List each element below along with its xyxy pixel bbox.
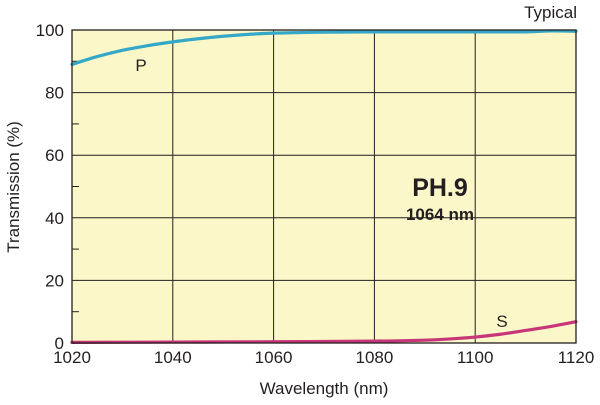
series-line-p [70,29,578,67]
grid [72,30,576,343]
tick-labels: 1020 1040 1060 1080 1100 1120 0 20 40 60 80 100 [36,21,595,367]
x-tick-label-1060: 1060 [255,348,293,367]
y-tick-label-60: 60 [45,146,64,165]
series-line-s [70,320,578,344]
x-tick-label-1120: 1120 [558,348,595,367]
series-label-p: P [135,56,146,75]
annotation-title: PH.9 [412,174,468,202]
x-tick-label-1100: 1100 [457,348,494,367]
typical-note: Typical [524,3,577,22]
y-tick-label-100: 100 [36,21,64,40]
plot-area [72,30,576,343]
series-layer [70,29,578,344]
y-tick-label-40: 40 [45,209,64,228]
y-tick-label-20: 20 [45,271,64,290]
x-axis-title: Wavelength (nm) [260,379,389,398]
y-tick-label-80: 80 [45,84,64,103]
y-tick-label-0: 0 [55,334,64,353]
annotation-subtitle: 1064 nm [406,205,474,224]
plot-frame [71,29,577,344]
x-tick-label-1040: 1040 [154,348,192,367]
series-label-s: S [496,312,507,331]
x-tick-label-1020: 1020 [53,348,91,367]
x-tick-label-1080: 1080 [355,348,393,367]
y-axis-title: Transmission (%) [4,121,23,253]
